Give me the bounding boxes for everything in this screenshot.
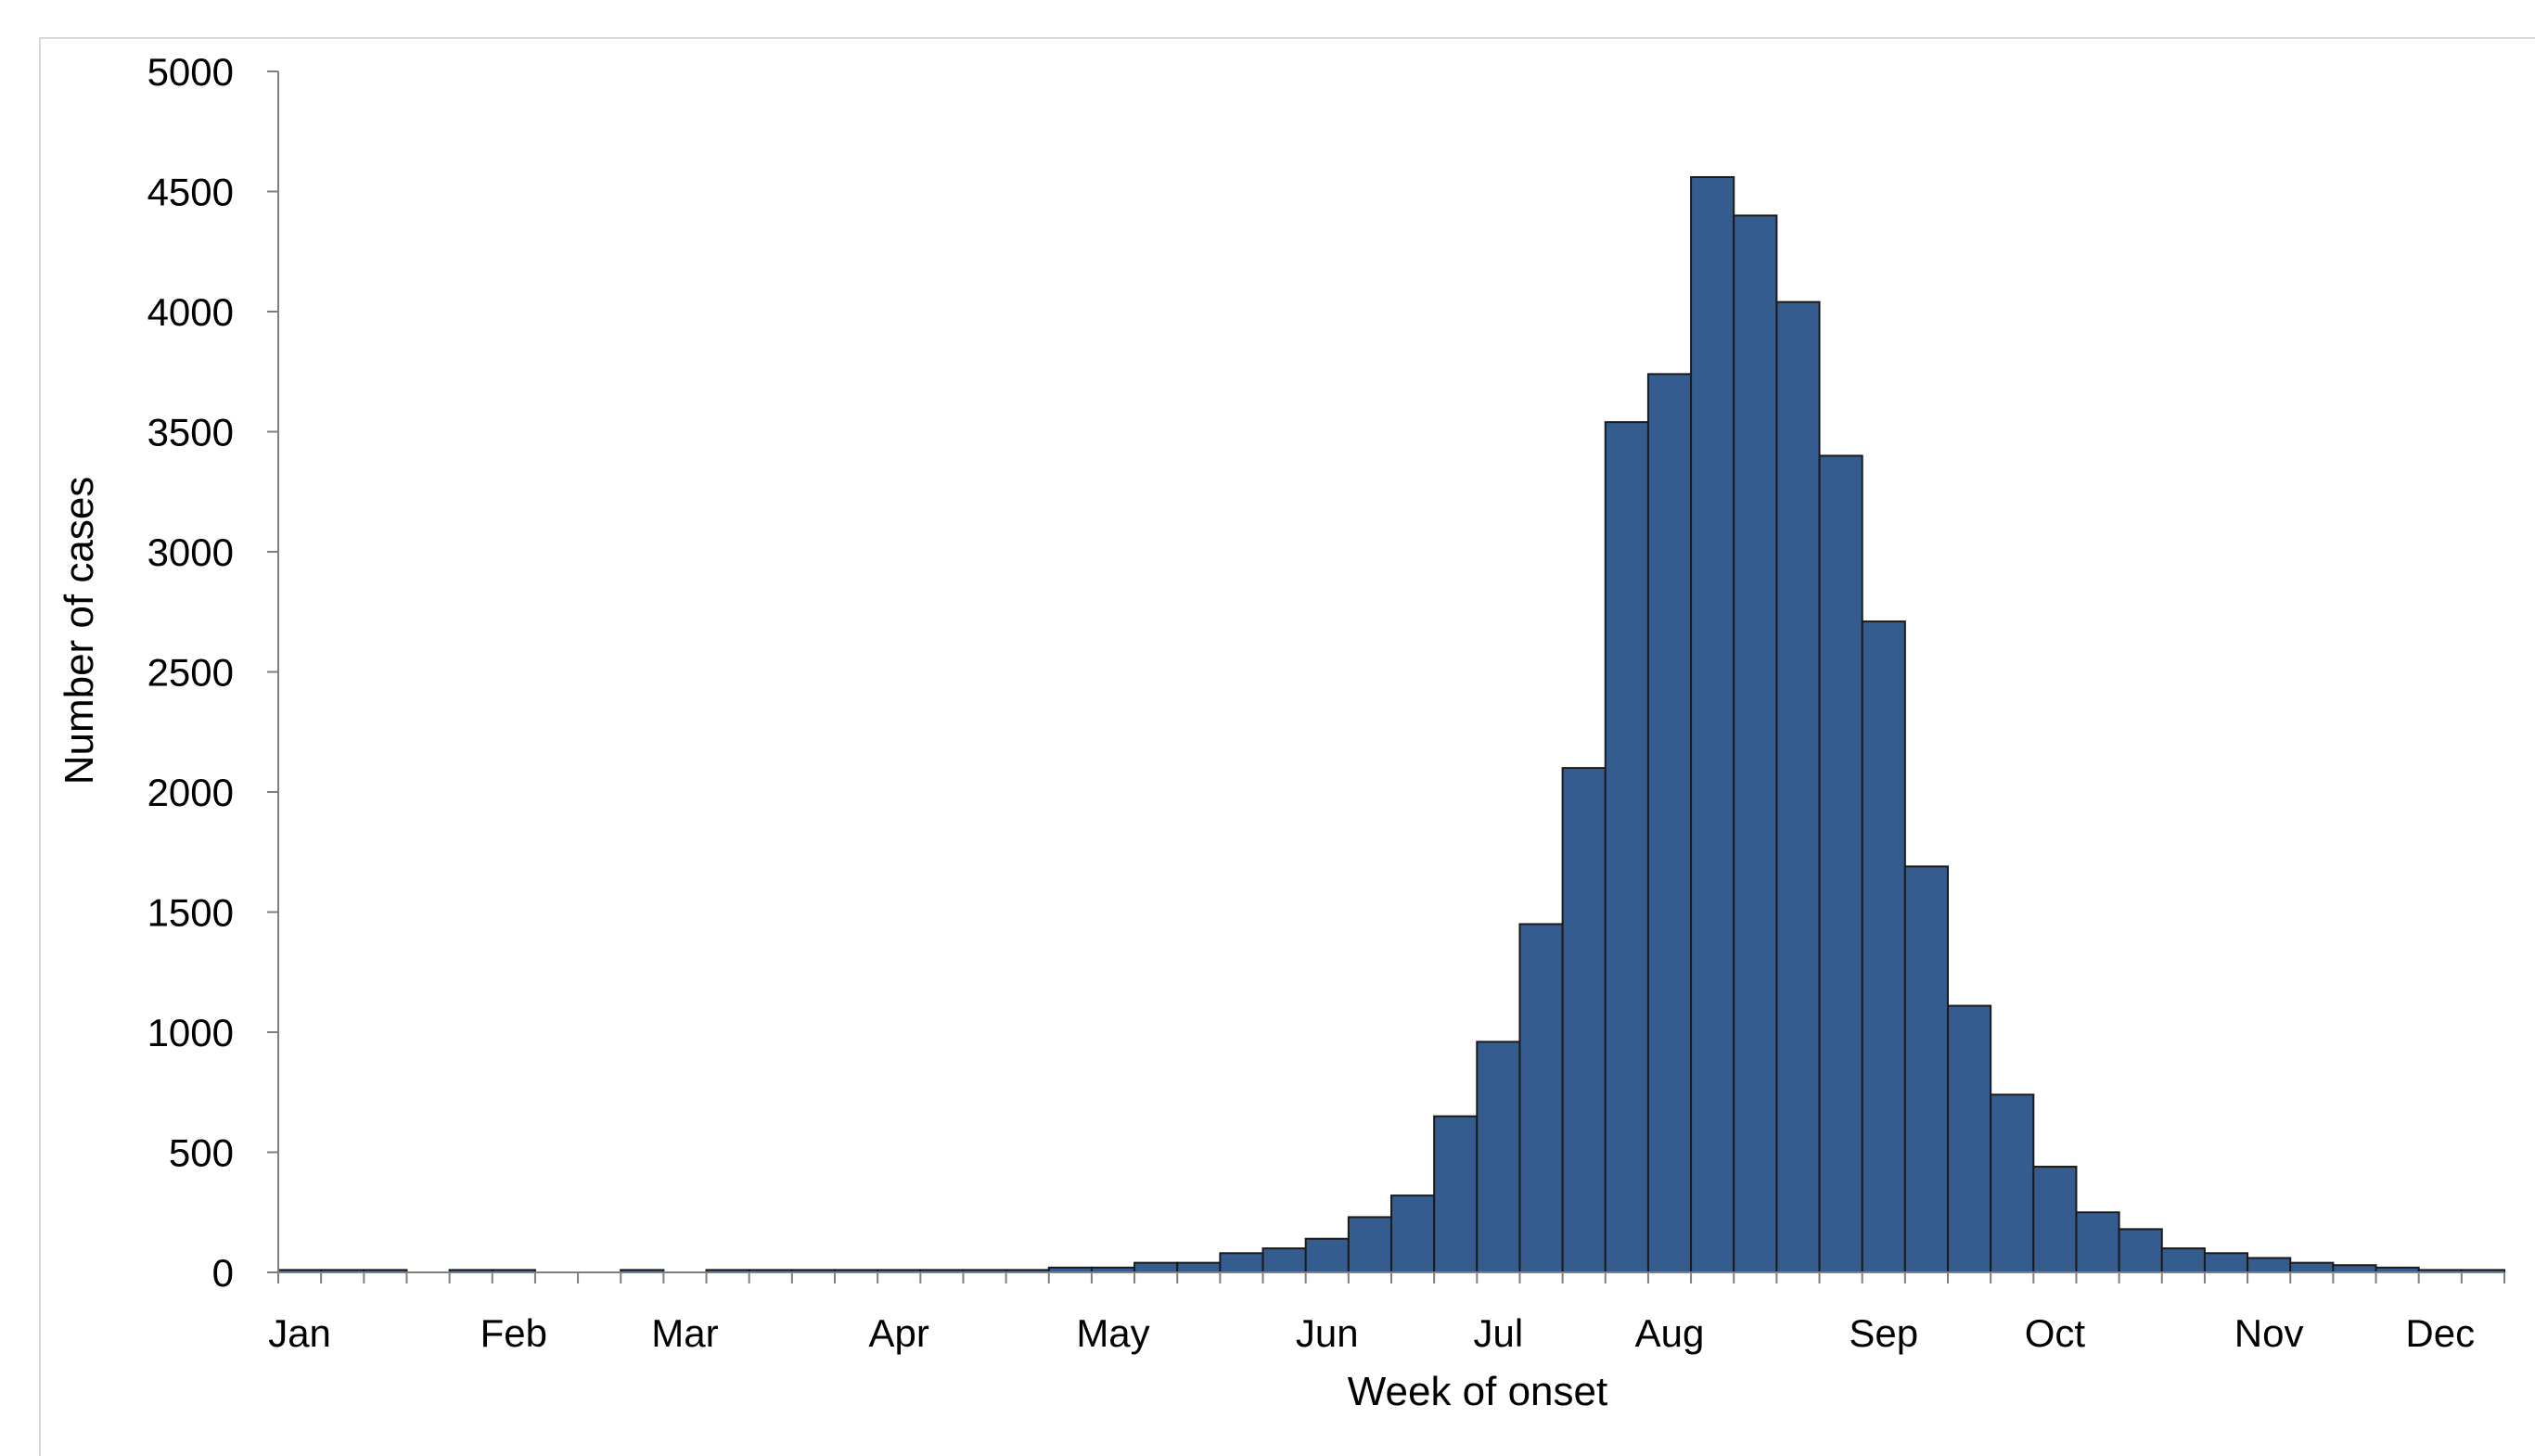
bar-week-45 <box>2160 1247 2206 1273</box>
y-axis-title: Number of cases <box>57 477 102 785</box>
bars-group <box>277 175 2506 1274</box>
bar-week-26 <box>1347 1216 1393 1274</box>
x-month-label-aug: Aug <box>1635 1311 1705 1355</box>
y-tick-label: 2500 <box>147 651 234 695</box>
bar-week-36 <box>1775 300 1821 1273</box>
y-tick-label: 500 <box>169 1131 234 1175</box>
bar-week-46 <box>2203 1252 2249 1274</box>
bar-week-40 <box>1947 1004 1992 1273</box>
x-month-label-mar: Mar <box>651 1311 718 1355</box>
bar-week-35 <box>1733 214 1778 1273</box>
bar-week-32 <box>1604 421 1649 1273</box>
bar-week-34 <box>1690 175 1735 1274</box>
y-tick-label: 3000 <box>147 530 234 574</box>
bar-week-33 <box>1646 373 1693 1273</box>
y-tick-label: 3500 <box>147 411 234 454</box>
x-month-label-jan: Jan <box>268 1311 331 1355</box>
bar-week-38 <box>1861 620 1906 1273</box>
x-axis: Jan Feb Mar Apr May Jun Jul Aug Sep Oct Nov Dec <box>268 1271 2505 1355</box>
bar-week-41 <box>1990 1093 2035 1273</box>
bar-week-25 <box>1304 1237 1350 1273</box>
bar-week-47 <box>2247 1257 2292 1273</box>
y-tick-label: 5000 <box>147 50 234 94</box>
bar-week-42 <box>2032 1166 2078 1274</box>
bar-week-22 <box>1176 1261 1222 1274</box>
x-month-label-sep: Sep <box>1849 1311 1918 1355</box>
bar-week-28 <box>1433 1115 1479 1274</box>
bar-week-39 <box>1903 865 1950 1273</box>
bar-week-31 <box>1561 767 1607 1273</box>
bar-week-43 <box>2075 1211 2120 1273</box>
x-month-label-may: May <box>1076 1311 1149 1355</box>
y-tick-label: 1000 <box>147 1011 234 1054</box>
bar-week-37 <box>1818 454 1863 1273</box>
bar-week-24 <box>1261 1247 1307 1273</box>
bar-week-23 <box>1219 1252 1264 1274</box>
x-month-label-jul: Jul <box>1474 1311 1524 1355</box>
bar-week-48 <box>2289 1261 2335 1274</box>
bar-week-49 <box>2332 1264 2377 1273</box>
x-axis-title: Week of onset <box>1348 1369 1607 1414</box>
x-month-label-dec: Dec <box>2405 1311 2475 1355</box>
chart-frame <box>39 37 2535 1456</box>
y-axis: 0 500 1000 1500 2000 2500 3000 3500 4000 4500 5000 <box>147 50 279 1295</box>
bar-week-30 <box>1518 923 1564 1273</box>
x-month-label-jun: Jun <box>1296 1311 1359 1355</box>
bar-week-21 <box>1133 1261 1179 1274</box>
bar-week-27 <box>1390 1194 1436 1273</box>
x-month-label-feb: Feb <box>480 1311 547 1355</box>
y-tick-label: 0 <box>212 1251 234 1295</box>
y-tick-label: 2000 <box>147 771 234 814</box>
x-month-label-oct: Oct <box>2025 1311 2086 1355</box>
y-tick-label: 4000 <box>147 290 234 334</box>
y-tick-label: 1500 <box>147 891 234 935</box>
bar-week-44 <box>2118 1228 2163 1274</box>
bar-week-29 <box>1476 1041 1521 1273</box>
x-month-label-apr: Apr <box>869 1311 929 1355</box>
y-tick-label: 4500 <box>147 171 234 214</box>
x-month-label-nov: Nov <box>2234 1311 2304 1355</box>
